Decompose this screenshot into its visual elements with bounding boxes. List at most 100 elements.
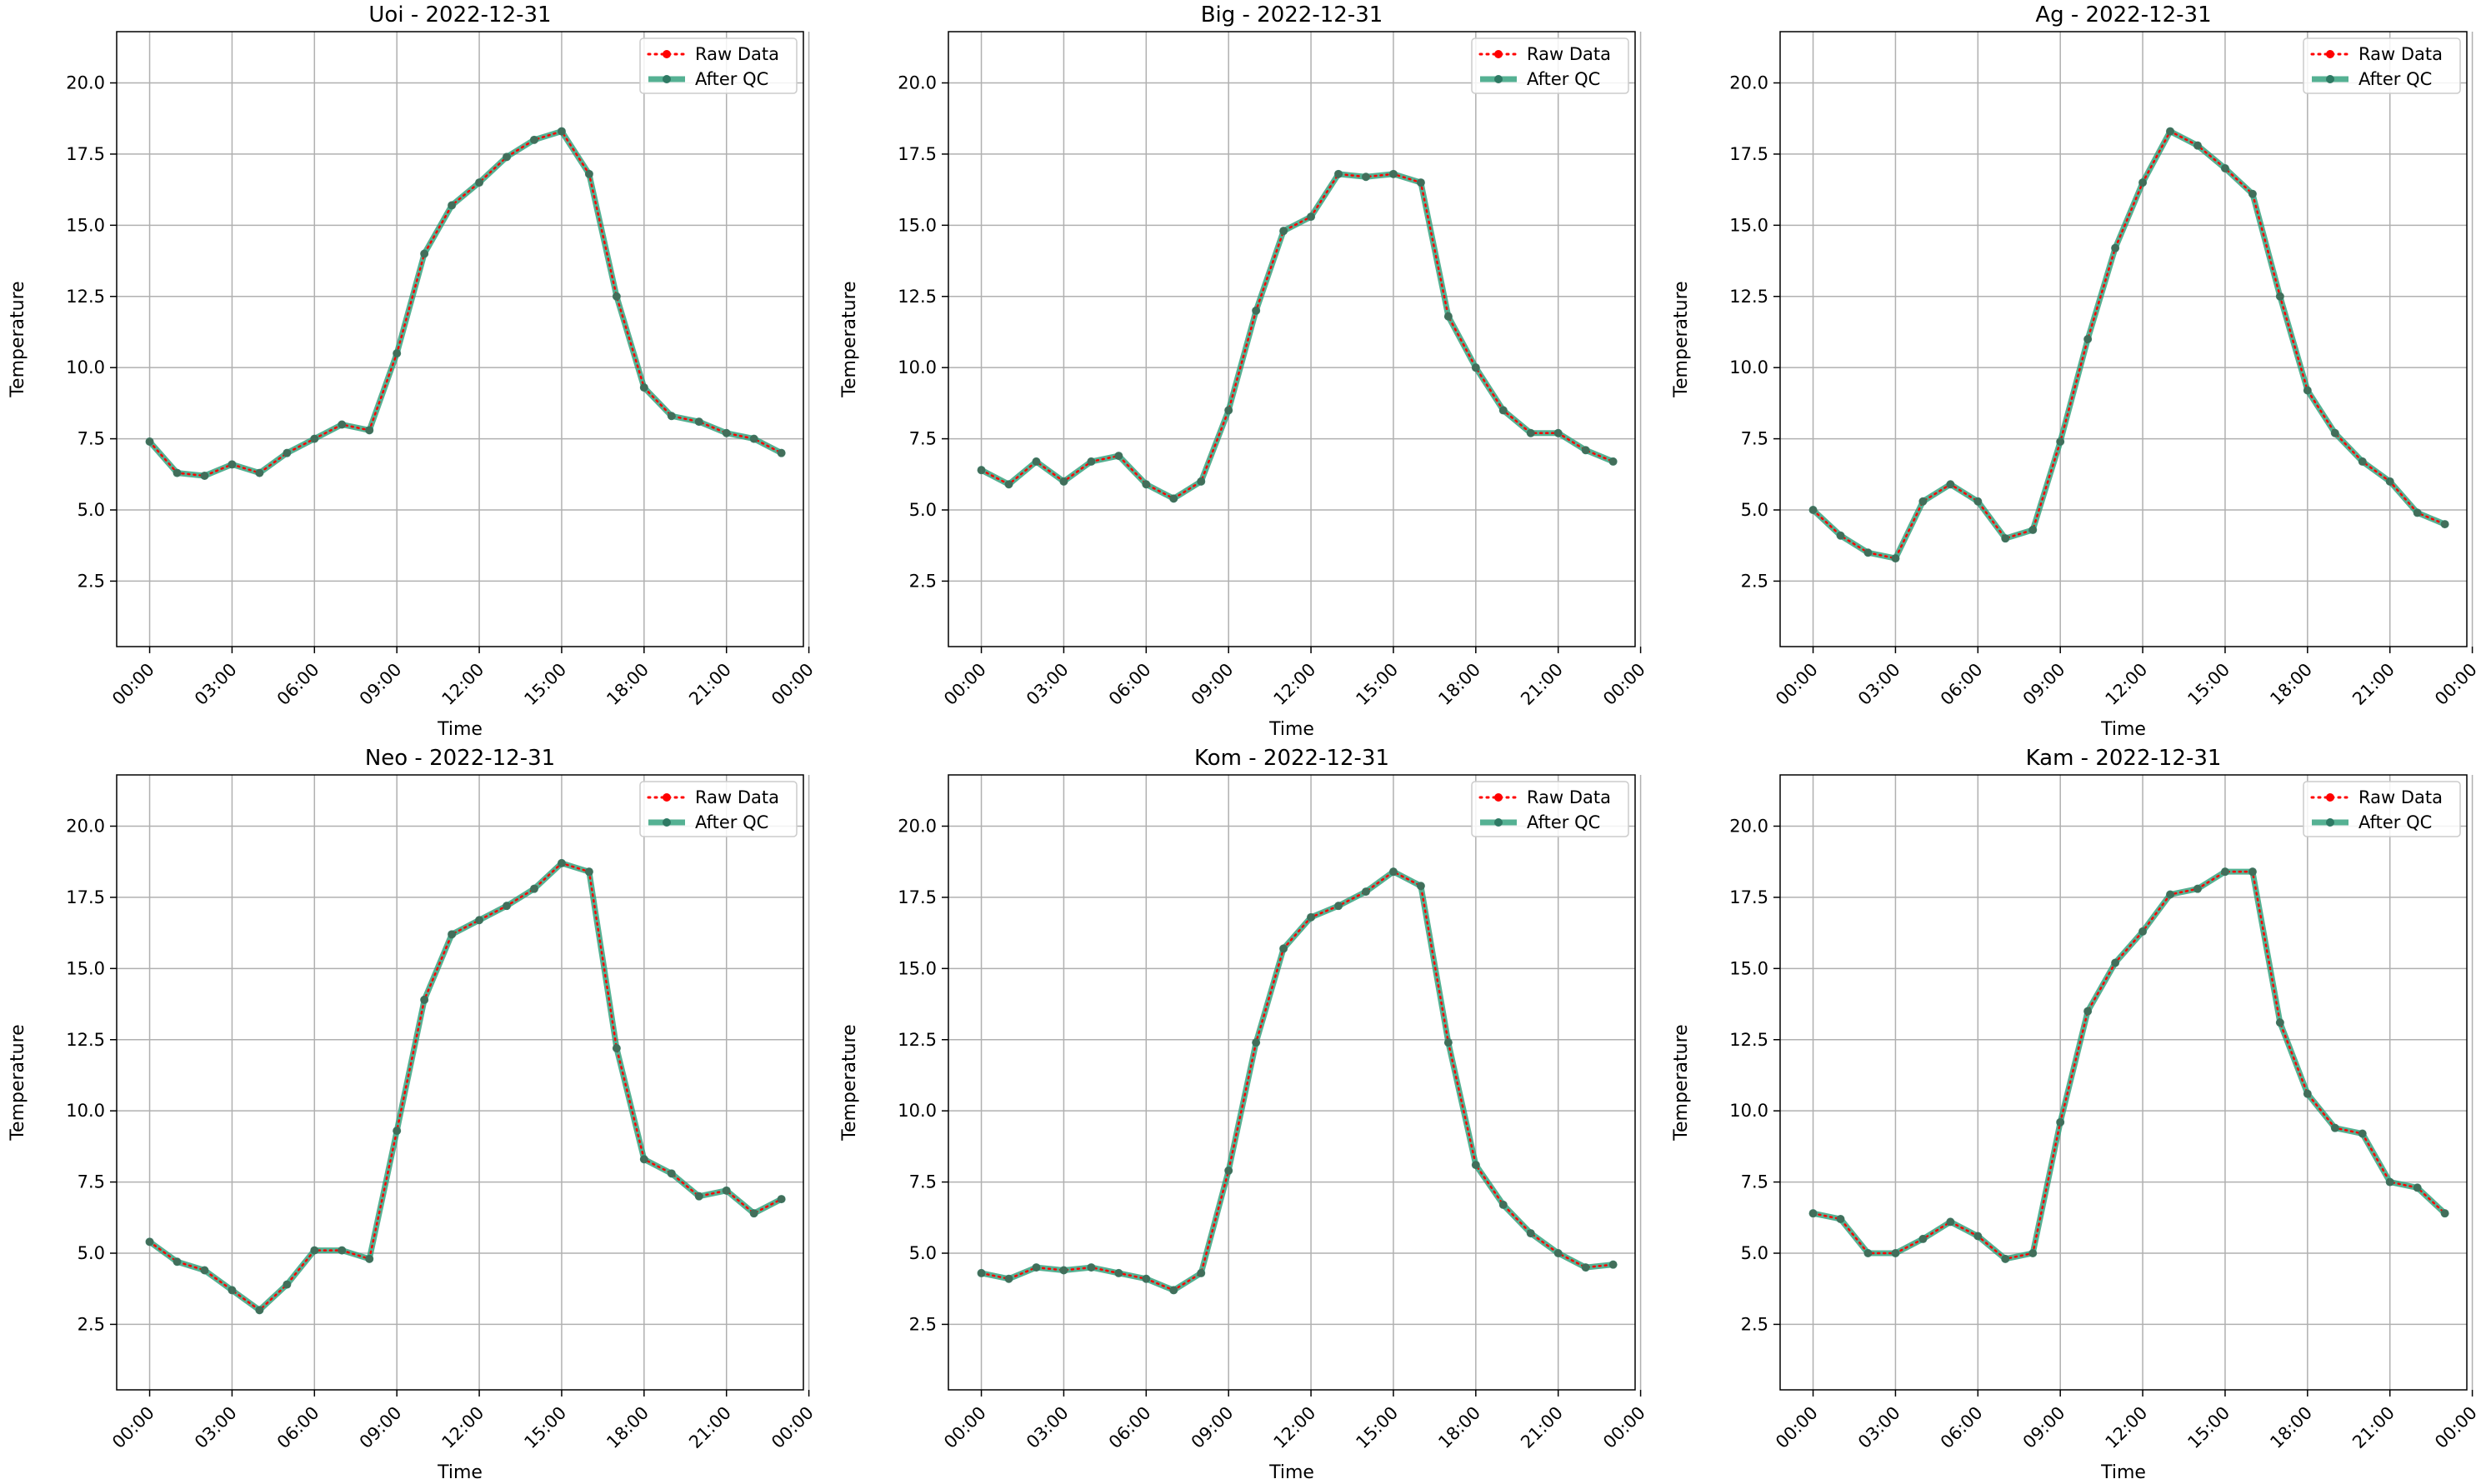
after-qc-point: [1891, 554, 1900, 563]
y-tick-label: 2.5: [909, 1314, 937, 1334]
x-tick-label: 09:00: [356, 1402, 406, 1452]
y-tick-label: 10.0: [66, 1101, 105, 1121]
after-qc-point: [283, 448, 292, 457]
after-qc-point: [2248, 867, 2257, 877]
x-tick-label: 12:00: [2102, 659, 2152, 709]
after-qc-point: [1279, 227, 1288, 236]
after-qc-point: [393, 1127, 402, 1136]
y-tick-label: 7.5: [1741, 429, 1768, 449]
legend-raw-marker: [1494, 50, 1503, 58]
legend: Raw Data After QC: [2303, 781, 2461, 837]
after-qc-point: [2220, 164, 2229, 172]
legend-qc-marker: [2326, 75, 2334, 83]
y-tick-label: 10.0: [898, 1101, 937, 1121]
after-qc-point: [977, 1268, 986, 1277]
y-tick-label: 12.5: [898, 1030, 937, 1050]
legend-qc-marker: [1494, 75, 1503, 83]
y-tick-label: 20.0: [66, 73, 105, 93]
legend-label-after-qc: After QC: [2358, 69, 2432, 89]
after-qc-point: [1608, 1260, 1618, 1269]
legend-label-after-qc: After QC: [695, 69, 768, 89]
series-raw-data-line: [980, 870, 1614, 1292]
y-tick-label: 2.5: [909, 571, 937, 591]
after-qc-point: [1252, 1038, 1261, 1047]
after-qc-point: [584, 169, 593, 178]
x-tick-label: 09:00: [2019, 659, 2069, 709]
after-qc-point: [1471, 1161, 1480, 1170]
after-qc-point: [1059, 477, 1068, 486]
x-tick-label: 15:00: [1352, 659, 1402, 709]
y-tick-label: 5.0: [1741, 500, 1768, 520]
after-qc-point: [1416, 178, 1425, 187]
after-qc-point: [1891, 1249, 1900, 1257]
x-tick-label: 18:00: [1434, 1402, 1484, 1452]
after-qc-point: [2385, 1177, 2394, 1187]
after-qc-point: [2330, 428, 2339, 437]
y-axis-label: Temperature: [1671, 281, 1692, 397]
y-tick-label: 10.0: [66, 357, 105, 377]
after-qc-point: [448, 201, 457, 210]
x-tick-label: 06:00: [273, 659, 323, 709]
after-qc-point: [228, 460, 237, 469]
axes-frame: [1779, 31, 2468, 647]
after-qc-point: [1169, 1286, 1178, 1295]
axes-frame: [116, 774, 804, 1391]
chart-title: Uoi - 2022-12-31: [368, 2, 551, 27]
after-qc-point: [1224, 1166, 1233, 1175]
series-after-qc-line: [147, 128, 785, 479]
after-qc-point: [1443, 1038, 1453, 1047]
y-tick-label: 20.0: [898, 73, 937, 93]
x-tick-label: 18:00: [2266, 1402, 2316, 1452]
x-tick-label: 15:00: [1352, 1402, 1402, 1452]
after-qc-point: [1553, 428, 1563, 437]
after-qc-point: [1863, 548, 1873, 557]
after-qc-point: [1114, 452, 1123, 461]
x-axis-label: Time: [437, 719, 483, 740]
after-qc-point: [1581, 1263, 1590, 1272]
after-qc-point: [2330, 1123, 2339, 1132]
legend-raw-marker: [663, 50, 671, 58]
legend: Raw Data After QC: [639, 781, 798, 837]
after-qc-point: [255, 1306, 264, 1315]
after-qc-point: [977, 466, 986, 475]
series-raw-data-line: [980, 172, 1614, 500]
chart-title: Big - 2022-12-31: [1201, 2, 1383, 27]
y-tick-label: 15.0: [1729, 958, 1768, 978]
x-tick-label: 21:00: [685, 659, 735, 709]
x-tick-label: 03:00: [1854, 1402, 1904, 1452]
legend-raw-marker: [1494, 793, 1503, 802]
after-qc-point: [1279, 944, 1288, 953]
after-qc-point: [639, 383, 648, 392]
after-qc-point: [1114, 1268, 1123, 1277]
x-tick-label: 18:00: [603, 1402, 653, 1452]
legend-label-raw-data: Raw Data: [1527, 44, 1611, 64]
legend-raw-marker: [2326, 50, 2334, 58]
after-qc-point: [2193, 884, 2202, 893]
x-tick-label: 18:00: [1434, 659, 1484, 709]
legend-label-after-qc: After QC: [695, 812, 768, 832]
series-after-qc-line: [1810, 128, 2448, 562]
after-qc-point: [2083, 1007, 2093, 1016]
after-qc-point: [503, 902, 512, 911]
x-tick-label: 00:00: [768, 659, 818, 709]
after-qc-point: [228, 1286, 237, 1295]
y-tick-label: 5.0: [1741, 1243, 1768, 1263]
chart-title: Neo - 2022-12-31: [365, 746, 555, 771]
after-qc-point: [667, 412, 676, 421]
series-raw-data-line: [148, 130, 783, 477]
x-tick-label: 09:00: [1188, 659, 1238, 709]
after-qc-point: [1307, 212, 1316, 222]
after-qc-point: [584, 867, 593, 877]
x-axis-label: Time: [437, 1462, 483, 1483]
after-qc-point: [1059, 1266, 1068, 1275]
x-tick-label: 06:00: [1105, 659, 1155, 709]
y-tick-label: 12.5: [66, 1030, 105, 1050]
x-axis-label: Time: [1268, 719, 1314, 740]
x-tick-label: 03:00: [1023, 659, 1073, 709]
series-raw-data-line: [1812, 129, 2446, 560]
x-axis-label: Time: [1268, 1462, 1314, 1483]
y-axis-label: Temperature: [839, 281, 860, 397]
after-qc-point: [612, 1044, 621, 1052]
after-qc-point: [2028, 525, 2038, 534]
